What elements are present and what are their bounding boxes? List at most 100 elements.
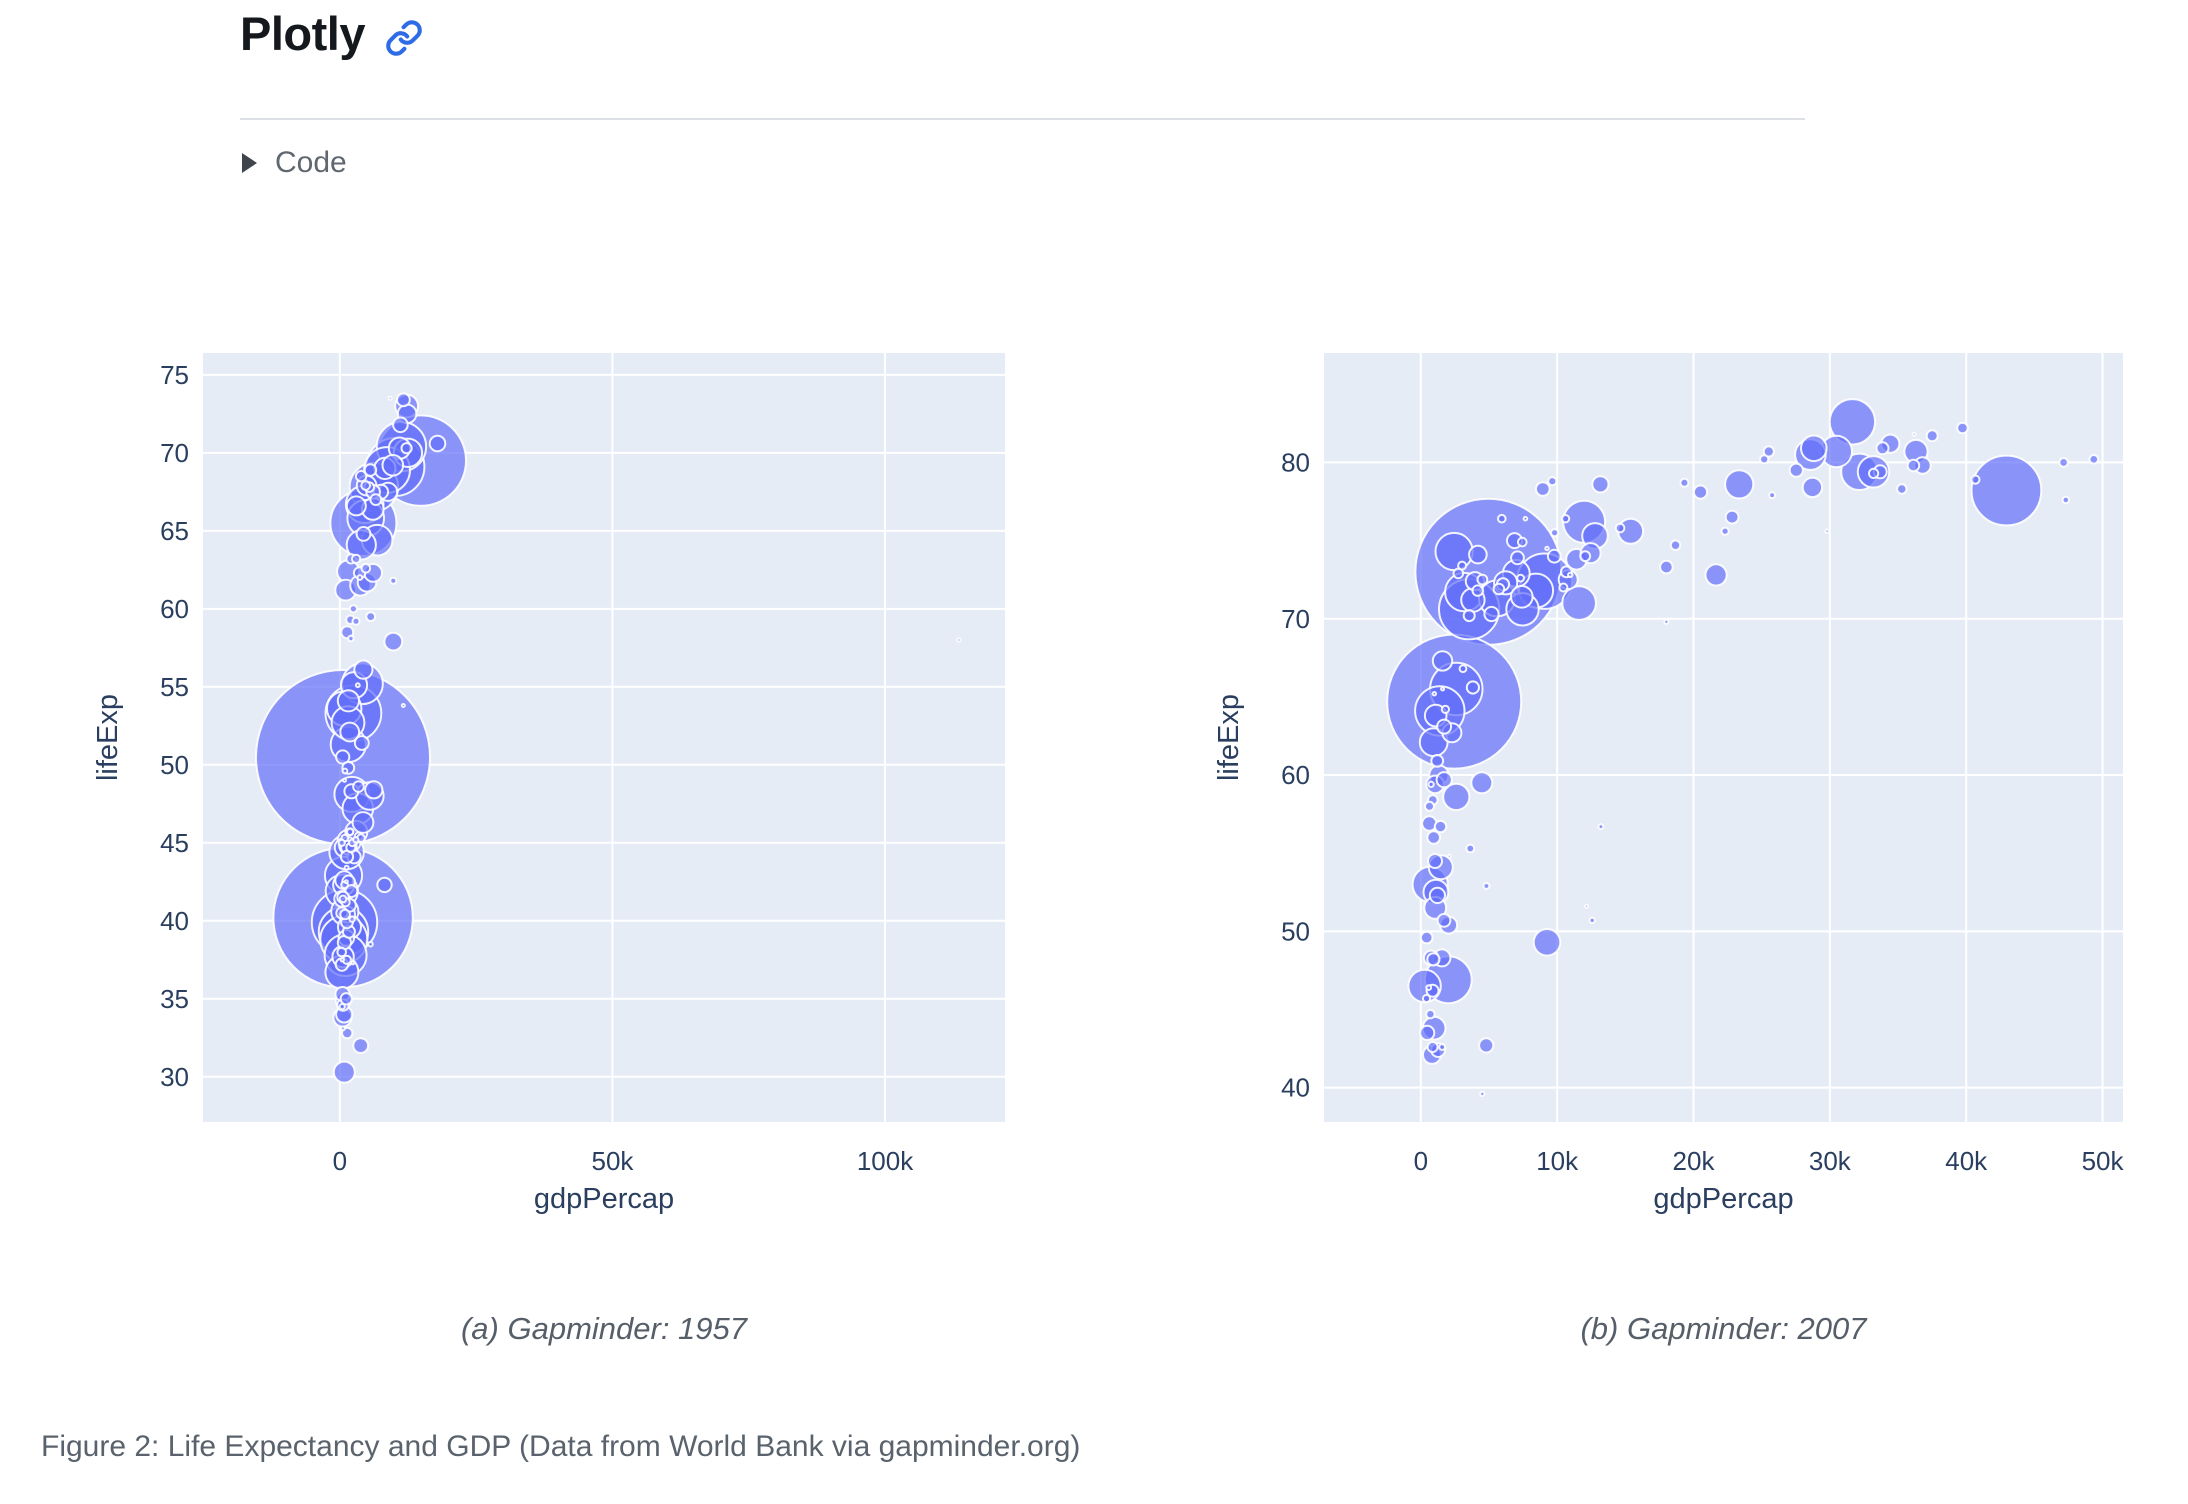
data-bubble[interactable] (1544, 545, 1550, 552)
data-bubble[interactable] (1560, 514, 1571, 524)
data-bubble[interactable] (1431, 691, 1438, 697)
data-bubble[interactable] (1970, 454, 2043, 527)
data-bubble[interactable] (1724, 469, 1755, 500)
data-bubble[interactable] (1465, 843, 1476, 854)
data-bubble[interactable] (338, 1003, 346, 1011)
data-bubble[interactable] (338, 894, 348, 904)
data-bubble[interactable] (1510, 550, 1525, 566)
data-bubble[interactable] (1431, 650, 1454, 672)
data-bubble[interactable] (1492, 582, 1506, 596)
data-bubble[interactable] (1442, 782, 1471, 811)
data-bubble[interactable] (1868, 467, 1880, 479)
data-bubble[interactable] (1579, 550, 1592, 563)
data-bubble[interactable] (351, 811, 375, 834)
data-bubble[interactable] (1828, 398, 1877, 446)
data-bubble[interactable] (1906, 458, 1921, 473)
data-bubble[interactable] (1896, 483, 1908, 495)
data-bubble[interactable] (1468, 544, 1488, 565)
data-bubble[interactable] (1479, 1090, 1486, 1098)
bubble-series[interactable] (1386, 398, 2100, 1098)
data-bubble[interactable] (1482, 882, 1491, 890)
data-bubble[interactable] (1517, 536, 1528, 548)
data-bubble[interactable] (1436, 913, 1452, 928)
data-bubble[interactable] (1427, 853, 1443, 869)
bubble-series[interactable] (255, 392, 962, 1084)
data-bubble[interactable] (381, 454, 405, 477)
data-bubble[interactable] (1704, 563, 1728, 587)
data-bubble[interactable] (1759, 454, 1770, 465)
data-bubble[interactable] (350, 960, 356, 966)
data-bubble[interactable] (1535, 481, 1551, 497)
data-bubble[interactable] (339, 992, 353, 1006)
data-bubble[interactable] (1419, 1024, 1436, 1042)
data-bubble[interactable] (356, 574, 364, 581)
data-bubble[interactable] (1510, 584, 1534, 609)
data-bubble[interactable] (1532, 928, 1562, 957)
data-bubble[interactable] (389, 576, 398, 585)
data-bubble[interactable] (1462, 609, 1476, 623)
data-bubble[interactable] (354, 682, 361, 689)
data-bubble[interactable] (339, 721, 361, 743)
data-bubble[interactable] (353, 735, 370, 751)
data-bubble[interactable] (1446, 853, 1452, 859)
data-bubble[interactable] (1800, 434, 1828, 463)
data-bubble[interactable] (352, 836, 360, 844)
data-bubble[interactable] (1434, 531, 1474, 572)
data-bubble[interactable] (1925, 429, 1939, 443)
data-bubble[interactable] (1762, 445, 1775, 458)
data-bubble[interactable] (340, 1025, 346, 1032)
data-bubble[interactable] (351, 616, 361, 626)
data-bubble[interactable] (400, 703, 406, 708)
data-bubble[interactable] (2088, 454, 2100, 465)
data-bubble[interactable] (1497, 513, 1507, 524)
data-bubble[interactable] (387, 395, 393, 401)
data-bubble[interactable] (1427, 780, 1435, 788)
data-bubble[interactable] (1547, 476, 1558, 487)
data-bubble[interactable] (1663, 618, 1670, 625)
data-bubble[interactable] (1458, 664, 1468, 674)
data-bubble[interactable] (1597, 823, 1605, 831)
gapminder-2007-chart[interactable]: 40 50 60 70 80 0 10k 20k 30k 40k 50k gdpPercap lifeE… (1195, 340, 2140, 1220)
data-bubble[interactable] (354, 470, 368, 483)
data-bubble[interactable] (1426, 830, 1441, 845)
data-bubble[interactable] (1591, 475, 1610, 494)
data-bubble[interactable] (1426, 952, 1441, 967)
data-bubble[interactable] (339, 957, 345, 963)
data-bubble[interactable] (1911, 431, 1917, 437)
data-bubble[interactable] (1679, 477, 1690, 488)
data-bubble[interactable] (332, 1060, 356, 1084)
data-bubble[interactable] (1476, 573, 1489, 586)
data-bubble[interactable] (369, 493, 383, 507)
data-bubble[interactable] (348, 604, 358, 614)
data-bubble[interactable] (352, 780, 365, 793)
data-bubble[interactable] (1440, 686, 1446, 692)
data-bubble[interactable] (1801, 476, 1824, 499)
data-bubble[interactable] (1436, 718, 1453, 735)
data-bubble[interactable] (1561, 585, 1597, 621)
data-bubble[interactable] (2058, 457, 2069, 468)
data-bubble[interactable] (1768, 491, 1776, 500)
data-bubble[interactable] (1550, 528, 1560, 538)
data-bubble[interactable] (956, 637, 962, 643)
data-bubble[interactable] (1419, 930, 1434, 945)
data-bubble[interactable] (1425, 1009, 1436, 1020)
data-bubble[interactable] (342, 777, 347, 783)
data-bubble[interactable] (1614, 522, 1626, 534)
data-bubble[interactable] (347, 634, 355, 643)
data-bubble[interactable] (1465, 680, 1480, 695)
data-bubble[interactable] (1426, 1041, 1439, 1053)
data-bubble[interactable] (1788, 462, 1804, 478)
data-bubble[interactable] (360, 480, 372, 491)
data-bubble[interactable] (1669, 539, 1682, 551)
gapminder-1957-chart[interactable]: 30 35 40 45 50 55 60 65 70 75 0 50k 100k gdpPercap lif… (80, 340, 1015, 1220)
code-disclosure[interactable]: Code (242, 146, 347, 180)
data-bubble[interactable] (1516, 573, 1526, 583)
data-bubble[interactable] (345, 495, 367, 517)
data-bubble[interactable] (1435, 771, 1453, 789)
data-bubble[interactable] (355, 526, 372, 542)
data-bubble[interactable] (1470, 771, 1494, 795)
data-bubble[interactable] (383, 631, 404, 652)
data-bubble[interactable] (1824, 528, 1830, 534)
data-bubble[interactable] (346, 827, 355, 836)
data-bubble[interactable] (2061, 495, 2070, 505)
